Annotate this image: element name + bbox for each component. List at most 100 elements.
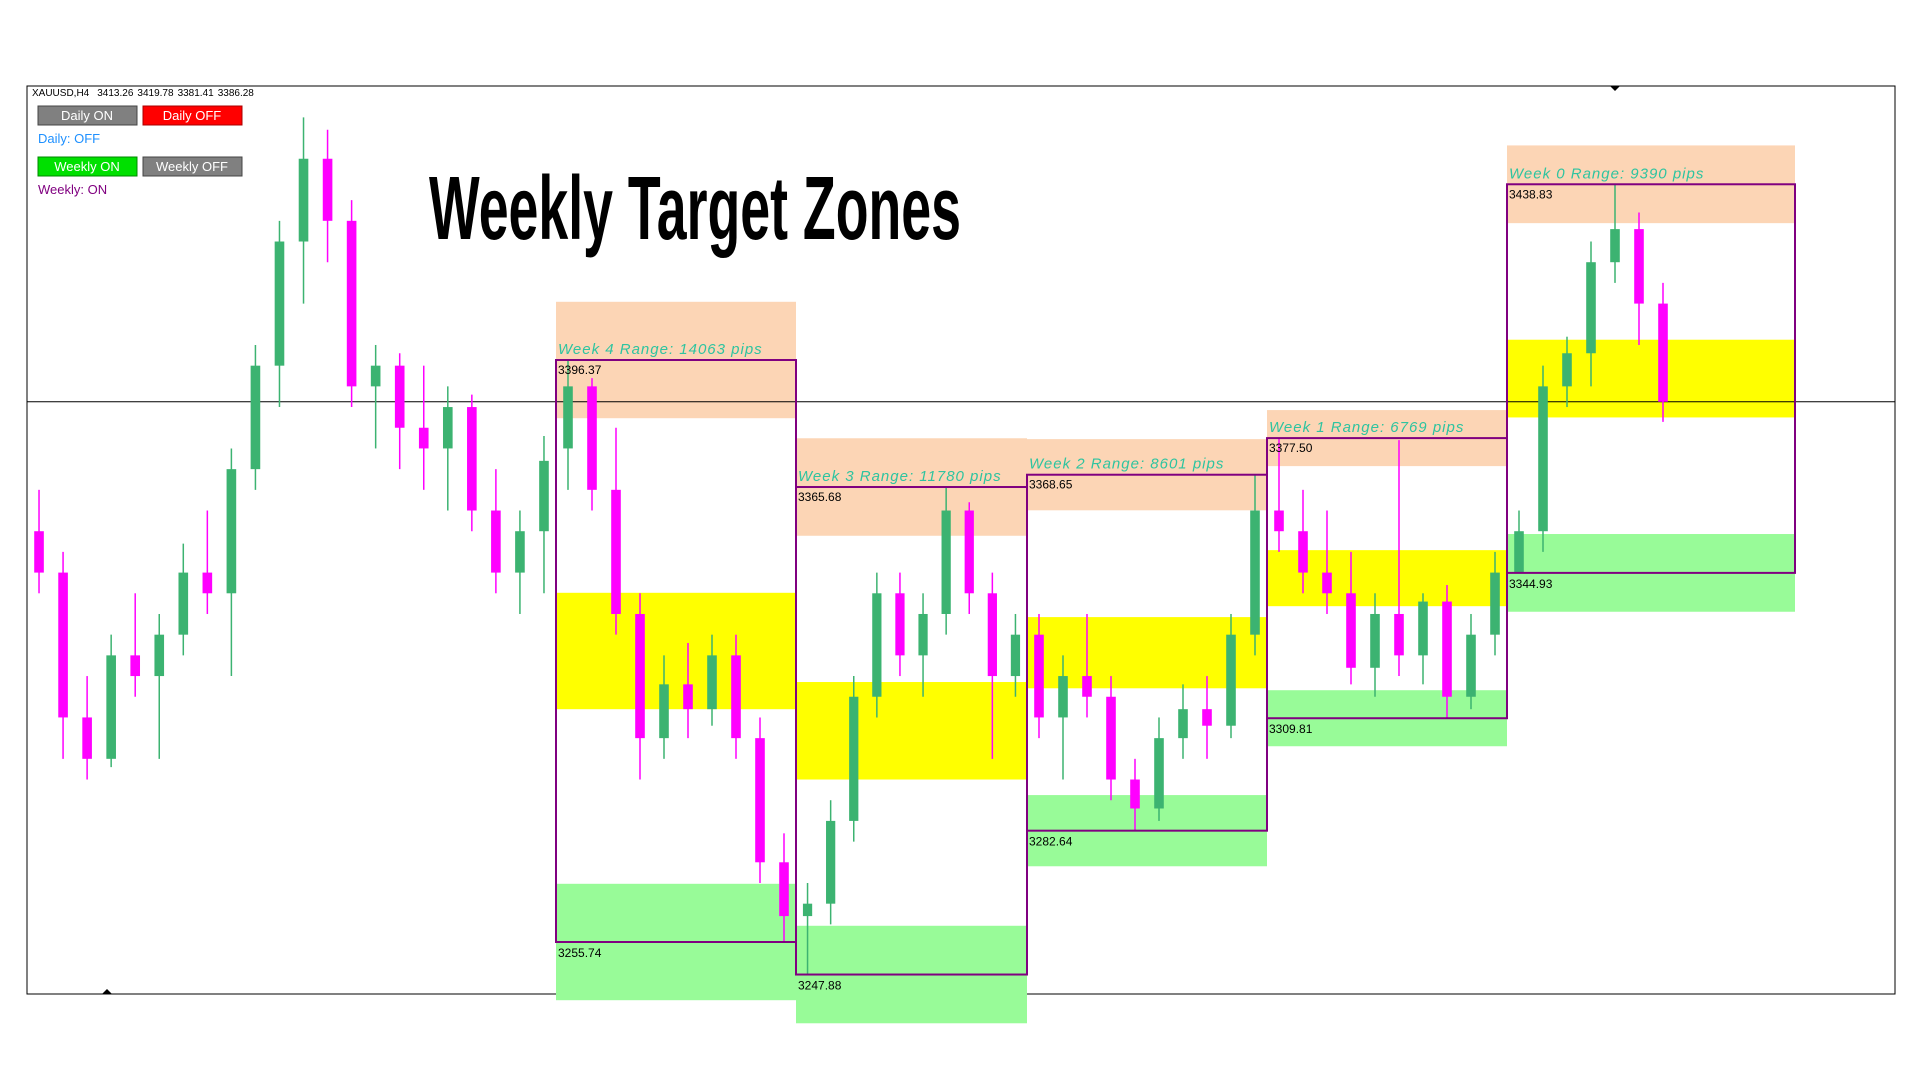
week-label: Week 4 Range: 14063 pips [558, 341, 763, 358]
candle-body [1058, 676, 1068, 718]
candle-body [58, 572, 68, 718]
daily-on-button[interactable]: Daily ON [37, 105, 138, 126]
candle-body [1274, 510, 1284, 532]
candle-body [370, 365, 381, 387]
candle-body [563, 386, 573, 449]
week-low-label: 3255.74 [558, 946, 602, 960]
candle-body [1226, 634, 1236, 726]
candle-body [895, 593, 905, 656]
weekly-on-button[interactable]: Weekly ON [37, 156, 138, 177]
candle-body [178, 572, 189, 635]
candle-body [849, 696, 859, 821]
candle-body [250, 365, 261, 470]
weekly-status: Weekly: ON [38, 182, 107, 197]
candle-body [1586, 262, 1596, 354]
candle-body [34, 531, 44, 573]
candle-body [1394, 613, 1404, 656]
candle-body [1370, 613, 1380, 668]
open: 3413.26 [97, 88, 134, 99]
button-label: Weekly ON [54, 159, 120, 174]
candle-body [987, 593, 997, 677]
candle-body [515, 531, 525, 573]
candle-body [802, 903, 813, 917]
candle-body [707, 655, 717, 710]
candle-body [826, 820, 836, 904]
candle-body [418, 427, 429, 449]
plot-layer: Week 4 Range: 14063 pips 3396.37 3255.74 We… [27, 117, 1895, 1024]
candle-body [755, 738, 765, 863]
candle-body [1610, 229, 1620, 263]
button-label: Daily ON [61, 108, 113, 123]
week-low-label: 3247.88 [798, 979, 842, 993]
candle-body [1418, 601, 1428, 656]
candle-body [918, 613, 928, 656]
candle-body [872, 593, 882, 697]
candle-body [1514, 531, 1524, 573]
week-high-label: 3396.37 [558, 363, 602, 377]
weekly-off-button[interactable]: Weekly OFF [142, 156, 243, 177]
candle-body [587, 386, 597, 490]
candle-body [1322, 572, 1332, 594]
close: 3386.28 [218, 88, 255, 99]
middle-zone [796, 682, 1027, 780]
marker [1610, 86, 1620, 91]
candle-body [1154, 738, 1164, 809]
candle-body [1082, 676, 1092, 697]
candle-body [731, 655, 741, 739]
candle-body [1538, 386, 1548, 532]
candle-body [1130, 779, 1140, 809]
candle-body [106, 655, 116, 759]
candle-body [394, 365, 405, 428]
candle-body [226, 469, 237, 594]
candle-body [1178, 709, 1188, 739]
high: 3419.78 [137, 88, 174, 99]
candle-body [964, 510, 974, 594]
week-high-label: 3438.83 [1509, 187, 1553, 201]
week-high-label: 3365.68 [798, 490, 842, 504]
week-low-label: 3309.81 [1269, 722, 1313, 736]
candle-body [467, 407, 477, 511]
candle-body [611, 489, 621, 614]
week-box [1266, 437, 1508, 720]
candle-body [202, 572, 213, 594]
candle-body [539, 460, 549, 532]
week-label: Week 3 Range: 11780 pips [798, 468, 1002, 485]
candle-body [1658, 303, 1668, 402]
candle-body [491, 510, 501, 573]
candle-body [1010, 634, 1021, 677]
candle-body [130, 655, 141, 677]
symbol-header: XAUUSD,H4 3413.26 3419.78 3381.41 3386.28 [32, 88, 254, 99]
candle-body [1346, 593, 1356, 668]
candle-body [1034, 634, 1044, 718]
candle-body [1250, 510, 1260, 635]
middle-zone [556, 592, 796, 710]
candle-body [659, 684, 669, 739]
candle-body [779, 862, 789, 917]
week-label: Week 0 Range: 9390 pips [1509, 165, 1704, 182]
button-label: Daily OFF [163, 108, 222, 123]
candle-body [683, 684, 693, 710]
marker [102, 989, 112, 994]
candle-body [1562, 353, 1572, 387]
symbol: XAUUSD,H4 [32, 88, 90, 99]
middle-zone [1507, 339, 1795, 418]
candle-body [322, 158, 333, 221]
candle-body [298, 158, 309, 242]
candle-body [442, 407, 453, 449]
daily-off-button[interactable]: Daily OFF [142, 105, 243, 126]
candle-body [635, 613, 645, 739]
button-label: Weekly OFF [156, 159, 228, 174]
daily-status: Daily: OFF [38, 131, 100, 146]
candle-body [1490, 572, 1500, 635]
candle-body [1466, 634, 1476, 697]
title: Weekly Target Zones [429, 159, 961, 259]
candle-body [154, 634, 165, 677]
candle-body [274, 241, 285, 366]
week-high-label: 3377.50 [1269, 441, 1313, 455]
candle-body [1106, 696, 1116, 780]
candle-body [1298, 531, 1308, 573]
candle-body [1202, 709, 1212, 726]
week-low-label: 3282.64 [1029, 835, 1073, 849]
